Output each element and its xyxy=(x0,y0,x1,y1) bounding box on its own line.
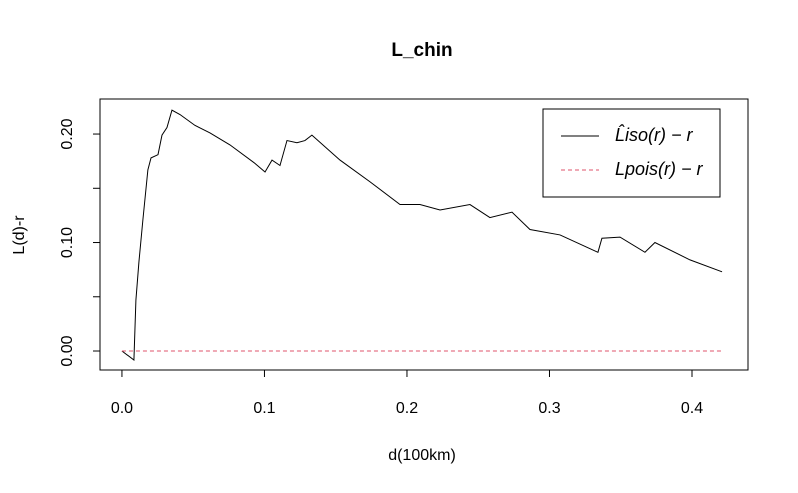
x-tick-label: 0.1 xyxy=(253,400,275,417)
chart-title: L_chin xyxy=(391,40,452,61)
x-tick-label: 0.4 xyxy=(681,400,703,417)
x-tick-label: 0.2 xyxy=(396,400,418,417)
x-tick-label: 0.0 xyxy=(111,400,133,417)
y-tick-label: 0.20 xyxy=(59,118,76,149)
x-tick-label: 0.3 xyxy=(538,400,560,417)
y-tick-label: 0.00 xyxy=(59,335,76,366)
y-tick-label: 0.10 xyxy=(59,227,76,258)
line-series xyxy=(121,109,723,361)
legend-label: Lpois(r) − r xyxy=(615,159,704,179)
y-axis-label: L(d)-r xyxy=(11,215,28,255)
legend-label: L̂iso(r) − r xyxy=(615,124,694,145)
legend-box xyxy=(542,108,721,198)
x-axis-label: d(100km) xyxy=(388,447,456,464)
